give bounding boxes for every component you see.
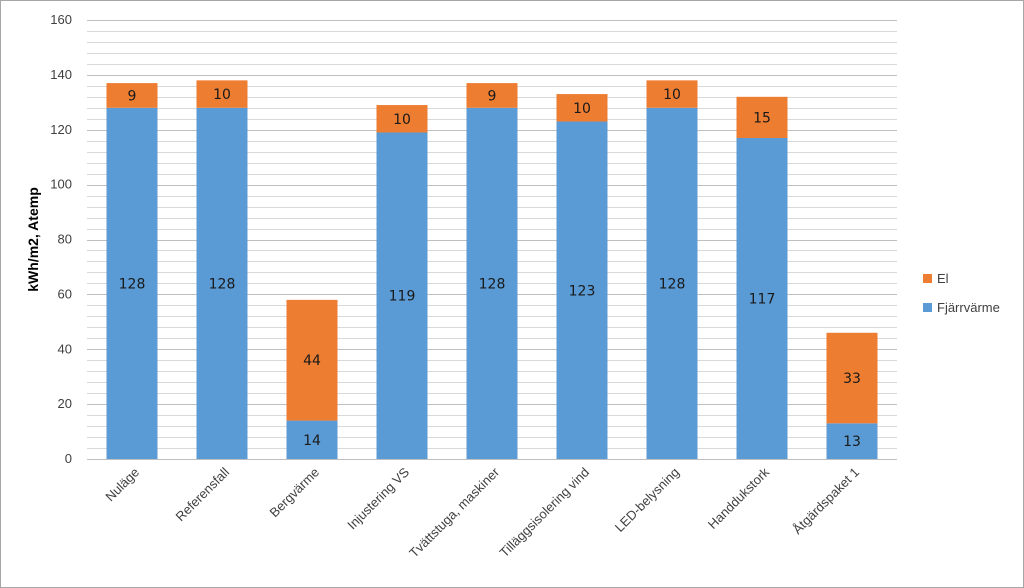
bar-el [736, 96, 788, 138]
legend: El Fjärrvärme [923, 271, 1000, 315]
bar-fjarrvarme [556, 121, 608, 460]
bar-el [286, 299, 338, 421]
y-tick-label: 0 [65, 451, 72, 466]
y-tick-label: 20 [58, 396, 72, 411]
legend-swatch [923, 274, 932, 283]
data-labels: 128 9 128 10 14 44 119 10 128 9 123 10 128 10 117 15 13 3… [119, 87, 861, 450]
bar-fjarrvarme [646, 107, 698, 460]
data-label: 10 [663, 87, 681, 103]
data-label: 9 [488, 88, 497, 104]
data-label: 33 [843, 371, 861, 387]
data-label: 14 [303, 433, 321, 449]
bar-fjarrvarme [736, 137, 788, 459]
bar-el [106, 83, 158, 108]
bar-el [466, 83, 518, 108]
data-label: 117 [749, 291, 776, 307]
y-tick-label: 60 [58, 286, 72, 301]
x-category-label: Tvättstuga, maskiner [406, 464, 502, 560]
x-category-label: Handdukstork [705, 464, 773, 532]
y-tick-label: 40 [58, 341, 72, 356]
bar-fjarrvarme [826, 423, 878, 459]
bar-el [556, 94, 608, 122]
bar-el [646, 80, 698, 108]
data-label: 128 [119, 276, 146, 292]
data-label: 44 [303, 353, 321, 369]
bars [106, 80, 878, 460]
x-category-label: Bergvärme [267, 465, 323, 521]
bar-fjarrvarme [106, 107, 158, 460]
bar-fjarrvarme [376, 132, 428, 459]
x-category-label: LED-belysning [612, 465, 682, 535]
y-tick-label: 160 [50, 12, 72, 27]
data-label: 119 [389, 289, 416, 305]
data-label: 128 [479, 276, 506, 292]
data-label: 9 [128, 88, 137, 104]
y-tick-label: 80 [58, 232, 72, 247]
bar-fjarrvarme [466, 107, 518, 460]
x-axis-categories: Nuläge Referensfall Bergvärme Injustering V… [102, 464, 862, 560]
y-tick-label: 140 [50, 67, 72, 82]
bar-el [376, 105, 428, 133]
data-label: 10 [393, 112, 411, 128]
legend-label: Fjärrvärme [937, 300, 1000, 315]
data-label: 15 [753, 110, 771, 126]
data-label: 123 [569, 283, 596, 299]
legend-label: El [937, 271, 949, 286]
data-label: 10 [573, 101, 591, 117]
x-category-label: Nuläge [102, 465, 142, 505]
bar-el [196, 80, 248, 108]
y-tick-label: 100 [50, 177, 72, 192]
y-tick-label: 120 [50, 122, 72, 137]
x-category-label: Referensfall [172, 464, 232, 524]
bar-el [826, 332, 878, 424]
data-label: 128 [659, 276, 686, 292]
x-category-label: Injustering VS [344, 464, 412, 532]
legend-swatch [923, 303, 932, 312]
y-axis-label: kWh/m2, Atemp [25, 187, 41, 292]
bar-fjarrvarme [286, 420, 338, 459]
x-category-label: Tilläggsisolering vind [497, 465, 593, 561]
x-category-label: Åtgärdspaket 1 [790, 465, 862, 537]
data-label: 128 [209, 276, 236, 292]
data-label: 10 [213, 87, 231, 103]
y-axis-ticks: 0 20 40 60 80 100 120 140 160 [50, 12, 72, 466]
bar-fjarrvarme [196, 107, 248, 460]
data-label: 13 [843, 434, 861, 450]
